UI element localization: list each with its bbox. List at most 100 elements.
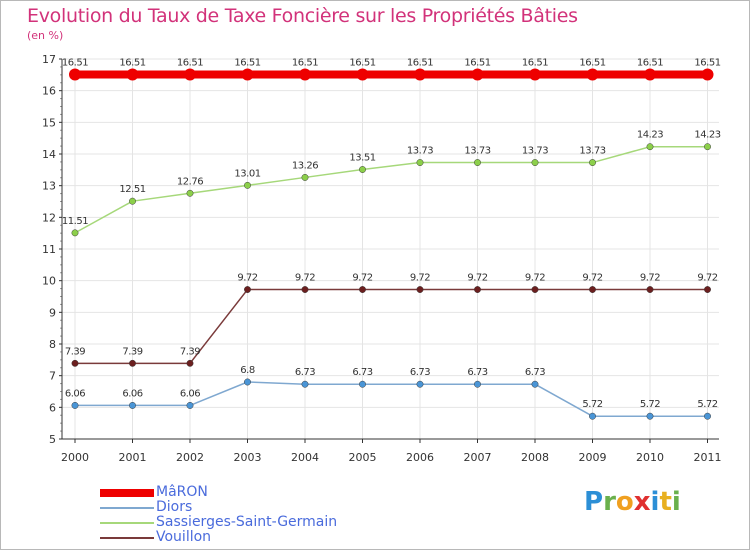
data-point-vouillon: [589, 286, 596, 293]
data-label-m-ron: 16.51: [234, 58, 260, 69]
data-point-vouillon: [359, 286, 366, 293]
chart-title: Evolution du Taux de Taxe Foncière sur l…: [27, 5, 578, 27]
x-tick-label: 2007: [464, 451, 492, 464]
data-point-diors: [474, 380, 481, 388]
x-tick-label: 2000: [61, 451, 89, 464]
data-point-vouillon: [531, 286, 539, 293]
data-label-sassierges-saint-germain: 13.51: [349, 153, 375, 164]
x-tick-label: 2005: [349, 451, 377, 464]
data-point-m-ron: [701, 68, 714, 81]
data-point-diors: [359, 380, 366, 388]
legend-label-vouillon: Vouillon: [156, 529, 212, 545]
legend-swatch-diors: [100, 507, 154, 509]
data-label-vouillon: 9.72: [697, 273, 717, 284]
data-label-diors: 6.73: [352, 367, 372, 378]
data-label-m-ron: 16.51: [522, 58, 548, 69]
y-tick-label: 13: [42, 180, 56, 193]
data-point-vouillon: [244, 286, 251, 293]
data-point-diors: [301, 380, 309, 388]
data-point-m-ron: [471, 68, 484, 81]
x-tick-label: 2008: [521, 451, 549, 464]
data-point-diors: [186, 401, 194, 409]
data-label-vouillon: 9.72: [640, 273, 660, 284]
data-label-vouillon: 9.72: [525, 273, 545, 284]
legend-swatch-maron: [100, 489, 154, 497]
data-label-m-ron: 16.51: [62, 58, 88, 69]
data-point-m-ron: [69, 68, 81, 81]
data-point-m-ron: [414, 68, 426, 81]
data-point-sassierges-saint-germain: [474, 159, 481, 167]
data-point-sassierges-saint-germain: [301, 173, 309, 181]
data-label-sassierges-saint-germain: 13.73: [579, 146, 605, 157]
data-label-diors: 5.72: [697, 399, 717, 410]
data-label-diors: 6.06: [65, 388, 85, 399]
data-label-diors: 6.73: [295, 367, 315, 378]
legend-label-maron: MâRON: [156, 484, 208, 500]
data-point-sassierges-saint-germain: [416, 159, 424, 167]
series-line-sassierges-saint-germain: [74, 145, 708, 234]
data-point-diors: [646, 412, 654, 420]
legend-label-diors: Diors: [156, 499, 193, 515]
data-label-m-ron: 16.51: [637, 58, 663, 69]
y-tick-label: 14: [42, 148, 56, 161]
data-point-diors: [71, 401, 79, 409]
data-label-sassierges-saint-germain: 13.73: [522, 146, 548, 157]
data-point-sassierges-saint-germain: [129, 197, 136, 205]
data-point-m-ron: [299, 68, 311, 81]
data-label-diors: 5.72: [582, 399, 602, 410]
data-point-sassierges-saint-germain: [359, 166, 366, 173]
data-label-vouillon: 9.72: [582, 273, 602, 284]
legend-swatch-sassierges: [100, 522, 154, 524]
data-label-vouillon: 9.72: [467, 273, 487, 284]
data-label-diors: 6.73: [525, 367, 545, 378]
data-label-sassierges-saint-germain: 12.51: [119, 184, 145, 195]
data-point-sassierges-saint-germain: [244, 181, 251, 189]
y-tick-label: 17: [42, 53, 56, 66]
data-point-m-ron: [586, 68, 599, 81]
data-label-vouillon: 9.72: [410, 273, 430, 284]
x-tick-label: 2011: [694, 451, 722, 464]
y-tick-label: 7: [49, 370, 56, 383]
data-label-m-ron: 16.51: [119, 58, 145, 69]
data-label-sassierges-saint-germain: 14.23: [694, 130, 720, 141]
data-label-diors: 6.73: [467, 367, 487, 378]
data-label-vouillon: 9.72: [237, 273, 257, 284]
series-line-vouillon: [75, 288, 708, 365]
data-label-m-ron: 16.51: [292, 58, 318, 69]
data-label-m-ron: 16.51: [349, 58, 375, 69]
data-point-m-ron: [184, 68, 196, 81]
data-label-diors: 6.73: [410, 367, 430, 378]
data-label-m-ron: 16.51: [579, 58, 605, 69]
x-tick-label: 2010: [636, 451, 664, 464]
x-tick-label: 2003: [234, 451, 262, 464]
data-point-diors: [416, 380, 424, 388]
data-label-sassierges-saint-germain: 12.76: [177, 176, 203, 187]
data-label-diors: 6.06: [122, 388, 142, 399]
data-point-vouillon: [646, 286, 654, 293]
data-label-vouillon: 7.39: [65, 346, 85, 357]
y-tick-label: 10: [42, 275, 56, 288]
data-point-m-ron: [529, 68, 541, 81]
data-point-diors: [244, 378, 251, 386]
x-tick-label: 2004: [291, 451, 319, 464]
data-point-sassierges-saint-germain: [71, 229, 79, 237]
data-point-sassierges-saint-germain: [589, 159, 596, 167]
x-tick-label: 2009: [579, 451, 607, 464]
x-tick-label: 2006: [406, 451, 434, 464]
data-point-vouillon: [704, 286, 711, 293]
data-point-diors: [129, 401, 136, 409]
data-point-diors: [589, 412, 596, 420]
data-labels: 16.51 16.51 16.51 16.51 16.51 16.51 16.51 16.51…: [62, 58, 721, 411]
data-label-vouillon: 7.39: [122, 346, 142, 357]
y-tick-label: 11: [42, 243, 56, 256]
series: [69, 68, 714, 420]
data-label-m-ron: 16.51: [407, 58, 433, 69]
data-point-sassierges-saint-germain: [646, 143, 654, 151]
data-label-m-ron: 16.51: [177, 58, 203, 69]
data-point-vouillon: [416, 286, 424, 293]
data-point-m-ron: [356, 68, 369, 81]
data-label-sassierges-saint-germain: 13.26: [292, 160, 318, 171]
y-tick-label: 15: [42, 116, 56, 129]
legend-swatch-vouillon: [100, 537, 154, 539]
data-point-vouillon: [301, 286, 309, 293]
